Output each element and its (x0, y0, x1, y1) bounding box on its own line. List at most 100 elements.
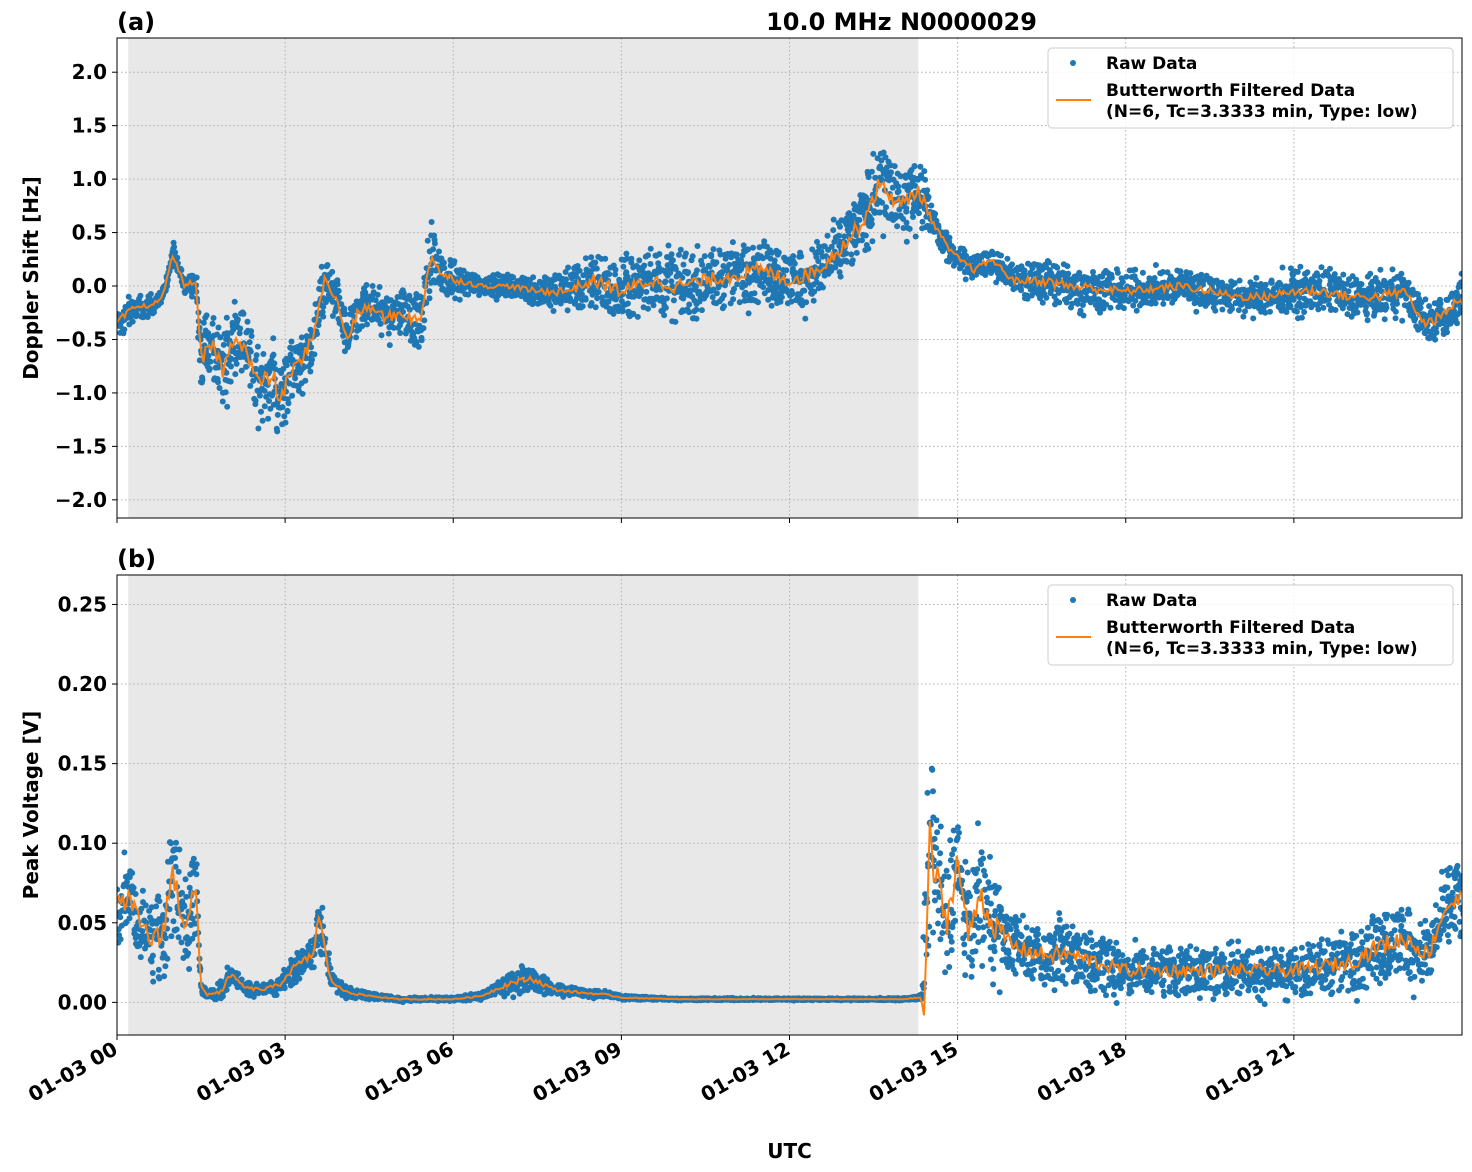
raw-data-point (1443, 324, 1450, 331)
raw-data-point (1039, 299, 1046, 306)
raw-data-point (836, 269, 843, 276)
raw-data-point (1198, 271, 1205, 278)
raw-data-point (1392, 315, 1399, 322)
raw-data-point (996, 252, 1003, 259)
raw-data-point (745, 246, 751, 253)
raw-data-point (205, 352, 212, 359)
raw-data-point (790, 253, 797, 260)
raw-data-point (172, 863, 179, 870)
raw-data-point (1177, 268, 1184, 275)
raw-data-point (252, 365, 259, 372)
raw-data-point (184, 934, 190, 941)
y-tick-label: −1.0 (55, 381, 107, 405)
raw-data-point (1268, 279, 1275, 286)
raw-data-point (668, 251, 675, 258)
raw-data-point (634, 313, 641, 320)
raw-data-point (164, 955, 171, 962)
raw-data-point (578, 291, 585, 298)
raw-data-point (139, 887, 146, 894)
raw-data-point (1119, 278, 1126, 285)
raw-data-point (1021, 267, 1028, 274)
raw-data-point (169, 892, 176, 899)
raw-data-point (1203, 276, 1209, 282)
raw-data-point (961, 247, 968, 254)
raw-data-point (1108, 274, 1115, 281)
raw-data-point (1077, 307, 1084, 314)
raw-data-point (178, 939, 185, 946)
raw-data-point (175, 868, 182, 875)
raw-data-point (891, 163, 898, 170)
raw-data-point (1262, 309, 1269, 316)
raw-data-point (564, 307, 571, 314)
raw-data-point (252, 357, 259, 363)
raw-data-point (219, 398, 226, 405)
raw-data-point (810, 297, 817, 304)
raw-data-point (493, 296, 500, 303)
raw-data-point (1164, 269, 1171, 276)
raw-data-point (880, 233, 887, 240)
raw-data-point (1405, 279, 1412, 286)
raw-data-point (530, 274, 537, 281)
raw-data-point (441, 265, 448, 271)
raw-data-point (174, 254, 181, 261)
raw-data-point (801, 287, 808, 294)
raw-data-point (680, 295, 687, 302)
raw-data-point (771, 257, 778, 264)
raw-data-point (587, 270, 594, 277)
raw-data-point (302, 377, 309, 384)
raw-data-point (1340, 271, 1347, 278)
raw-data-point (1076, 269, 1083, 276)
raw-data-point (238, 367, 245, 374)
raw-data-point (677, 246, 684, 253)
raw-data-point (897, 173, 904, 180)
raw-data-point (647, 261, 654, 267)
raw-data-point (1132, 297, 1139, 304)
raw-data-point (436, 248, 442, 255)
raw-data-point (682, 250, 689, 257)
raw-data-point (247, 348, 254, 355)
raw-data-point (557, 300, 564, 307)
raw-data-point (574, 263, 581, 269)
raw-data-point (161, 973, 168, 980)
raw-data-point (912, 182, 919, 189)
raw-data-point (710, 286, 717, 293)
raw-data-point (818, 248, 825, 255)
y-tick-label: 1.0 (72, 167, 107, 191)
raw-data-point (222, 389, 229, 396)
raw-data-point (1364, 310, 1370, 317)
raw-data-point (308, 344, 315, 351)
raw-data-point (1383, 304, 1390, 311)
raw-data-point (1103, 301, 1110, 308)
raw-data-point (1231, 280, 1238, 287)
raw-data-point (117, 886, 121, 893)
raw-data-point (168, 933, 175, 940)
raw-data-point (426, 295, 433, 302)
raw-data-point (173, 926, 180, 933)
raw-data-point (260, 351, 267, 357)
raw-data-point (254, 343, 261, 350)
raw-data-point (862, 232, 869, 239)
raw-data-point (421, 317, 428, 324)
raw-data-point (868, 221, 875, 227)
raw-data-point (186, 884, 193, 891)
raw-data-point (418, 334, 425, 341)
raw-data-point (1314, 272, 1321, 279)
raw-data-point (835, 256, 842, 263)
raw-data-point (722, 255, 729, 262)
raw-data-point (438, 255, 445, 262)
raw-data-point (343, 322, 350, 329)
raw-data-point (912, 233, 919, 240)
raw-data-point (259, 417, 266, 424)
raw-data-point (895, 183, 902, 190)
raw-data-point (708, 251, 715, 258)
raw-data-point (1304, 269, 1311, 276)
raw-data-point (182, 876, 189, 883)
raw-data-point (219, 993, 226, 1000)
raw-data-point (624, 300, 631, 307)
raw-data-point (266, 368, 273, 375)
raw-data-point (576, 267, 583, 274)
raw-data-point (1123, 273, 1130, 280)
raw-data-point (238, 976, 245, 983)
raw-data-point (1152, 262, 1159, 268)
raw-data-point (1236, 277, 1243, 284)
